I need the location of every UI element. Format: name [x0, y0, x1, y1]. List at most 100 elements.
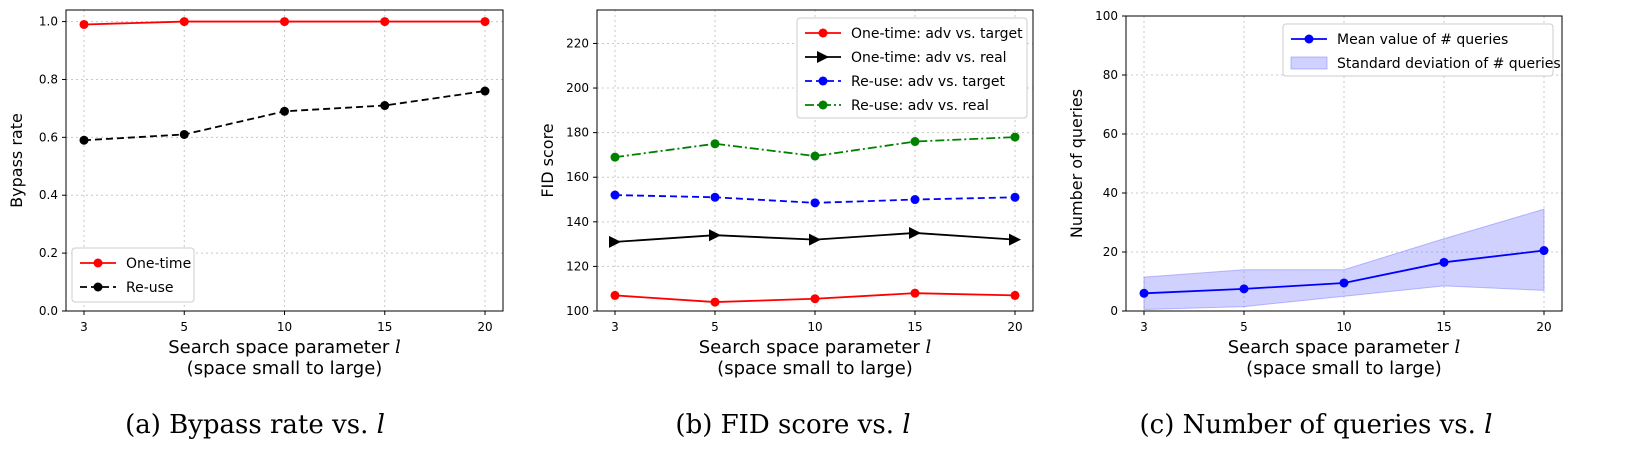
series-2 — [79, 86, 490, 145]
x-tick-label: 10 — [1336, 320, 1351, 334]
data-point — [1010, 192, 1020, 202]
x-tick-label: 20 — [477, 320, 492, 334]
std-dev-band — [1143, 208, 1545, 311]
y-tick-label: 140 — [566, 215, 589, 229]
x-tick-label: 10 — [807, 320, 822, 334]
x-tick-label: 15 — [377, 320, 392, 334]
x-tick-label: 3 — [80, 320, 88, 334]
data-point — [909, 226, 921, 239]
legend-entry: Re-use — [126, 280, 174, 296]
legend-marker — [1304, 34, 1314, 44]
x-tick-label: 5 — [711, 320, 719, 334]
series-line — [614, 136, 1016, 159]
legend-entry: Re-use: adv vs. target — [851, 74, 1005, 90]
legend-entry: One-time — [126, 256, 191, 272]
chart-panel-3: 3 5 10 15 20 0 20 40 60 80 100 Number of queries Sea… — [1067, 9, 1563, 440]
legend-entry: Standard deviation of # queries — [1337, 56, 1561, 72]
x-axis-label: Search space parameter l — [168, 337, 401, 358]
legend-entry: Re-use: adv vs. real — [851, 98, 989, 114]
data-point — [1339, 278, 1349, 288]
x-tick-label: 3 — [611, 320, 619, 334]
series-2 — [609, 226, 1021, 248]
y-tick-label: 0.4 — [39, 188, 58, 202]
y-axis-label: Bypass rate — [7, 113, 26, 208]
data-point — [1139, 288, 1149, 298]
series-1 — [610, 288, 1020, 307]
x-axis-label: Search space parameter l — [699, 337, 932, 358]
data-point — [1439, 257, 1449, 267]
chart-panel-2: 3 5 10 15 20 100 120 140 160 180 200 220 FID score Se… — [538, 9, 1034, 440]
y-tick-label: 100 — [1095, 9, 1118, 23]
legend-box — [71, 247, 195, 303]
data-point — [710, 192, 720, 202]
x-axis-label: Search space parameter l — [1228, 337, 1461, 358]
data-point — [380, 101, 390, 111]
legend: Mean value of # queries Standard deviatio… — [1282, 23, 1561, 77]
legend-marker — [818, 76, 828, 86]
series-3 — [610, 190, 1020, 208]
y-tick-label: 1.0 — [39, 15, 58, 29]
y-tick-label: 200 — [566, 81, 589, 95]
data-point — [910, 288, 920, 298]
legend-entry: Mean value of # queries — [1337, 32, 1508, 48]
data-point — [179, 129, 189, 139]
data-point — [809, 233, 821, 246]
data-point — [380, 17, 390, 27]
data-point — [179, 17, 189, 27]
y-tick-label: 20 — [1103, 245, 1118, 259]
data-point — [79, 19, 89, 29]
x-axis-sublabel: (space small to large) — [187, 358, 383, 379]
series-1 — [1139, 246, 1549, 298]
x-tick-label: 15 — [907, 320, 922, 334]
data-point — [1010, 290, 1020, 300]
data-point — [1539, 246, 1549, 256]
x-axis-sublabel: (space small to large) — [1246, 358, 1442, 379]
data-point — [610, 290, 620, 300]
data-point — [710, 297, 720, 307]
x-axis-sublabel: (space small to large) — [717, 358, 913, 379]
x-tick-label: 20 — [1007, 320, 1022, 334]
legend-marker — [93, 258, 103, 268]
legend-marker — [817, 51, 829, 63]
data-point — [1009, 233, 1021, 246]
x-tick-label: 5 — [1240, 320, 1248, 334]
y-axis-label: Number of queries — [1067, 89, 1086, 238]
legend-box — [1282, 23, 1554, 77]
y-tick-label: 80 — [1103, 68, 1118, 82]
legend-band-swatch — [1290, 56, 1328, 70]
subfigure-caption: (c) Number of queries vs. l — [1140, 410, 1493, 440]
y-tick-label: 160 — [566, 170, 589, 184]
legend-entry: One-time: adv vs. target — [851, 26, 1023, 42]
legend-marker — [818, 28, 828, 38]
data-point — [709, 229, 721, 242]
chart-panel-1: 3 5 10 15 20 0.0 0.2 0.4 0.6 0.8 1.0 Bypass rate Sea… — [7, 9, 504, 440]
plot-frame — [596, 9, 1034, 312]
y-tick-label: 0.0 — [39, 304, 58, 318]
series-1 — [79, 17, 490, 29]
data-point — [910, 195, 920, 205]
legend-entry: One-time: adv vs. real — [851, 50, 1007, 66]
data-point — [280, 106, 289, 116]
x-tick-label: 20 — [1536, 320, 1551, 334]
y-tick-label: 60 — [1103, 127, 1118, 141]
subfigure-caption: (b) FID score vs. l — [675, 410, 910, 440]
data-point — [480, 86, 490, 96]
data-point — [610, 152, 620, 162]
data-point — [480, 17, 490, 27]
data-point — [910, 137, 920, 147]
x-tick-label: 3 — [1140, 320, 1148, 334]
data-point — [810, 151, 820, 161]
legend-marker — [818, 100, 828, 110]
y-tick-label: 220 — [566, 36, 589, 50]
y-tick-label: 120 — [566, 259, 589, 273]
y-axis-label: FID score — [538, 123, 557, 197]
legend: One-time Re-use — [71, 247, 195, 303]
data-point — [1010, 132, 1020, 142]
x-tick-label: 10 — [277, 320, 292, 334]
y-tick-label: 0 — [1110, 304, 1118, 318]
y-tick-label: 180 — [566, 126, 589, 140]
data-point — [710, 139, 720, 149]
data-point — [609, 235, 621, 248]
x-tick-label: 15 — [1436, 320, 1451, 334]
